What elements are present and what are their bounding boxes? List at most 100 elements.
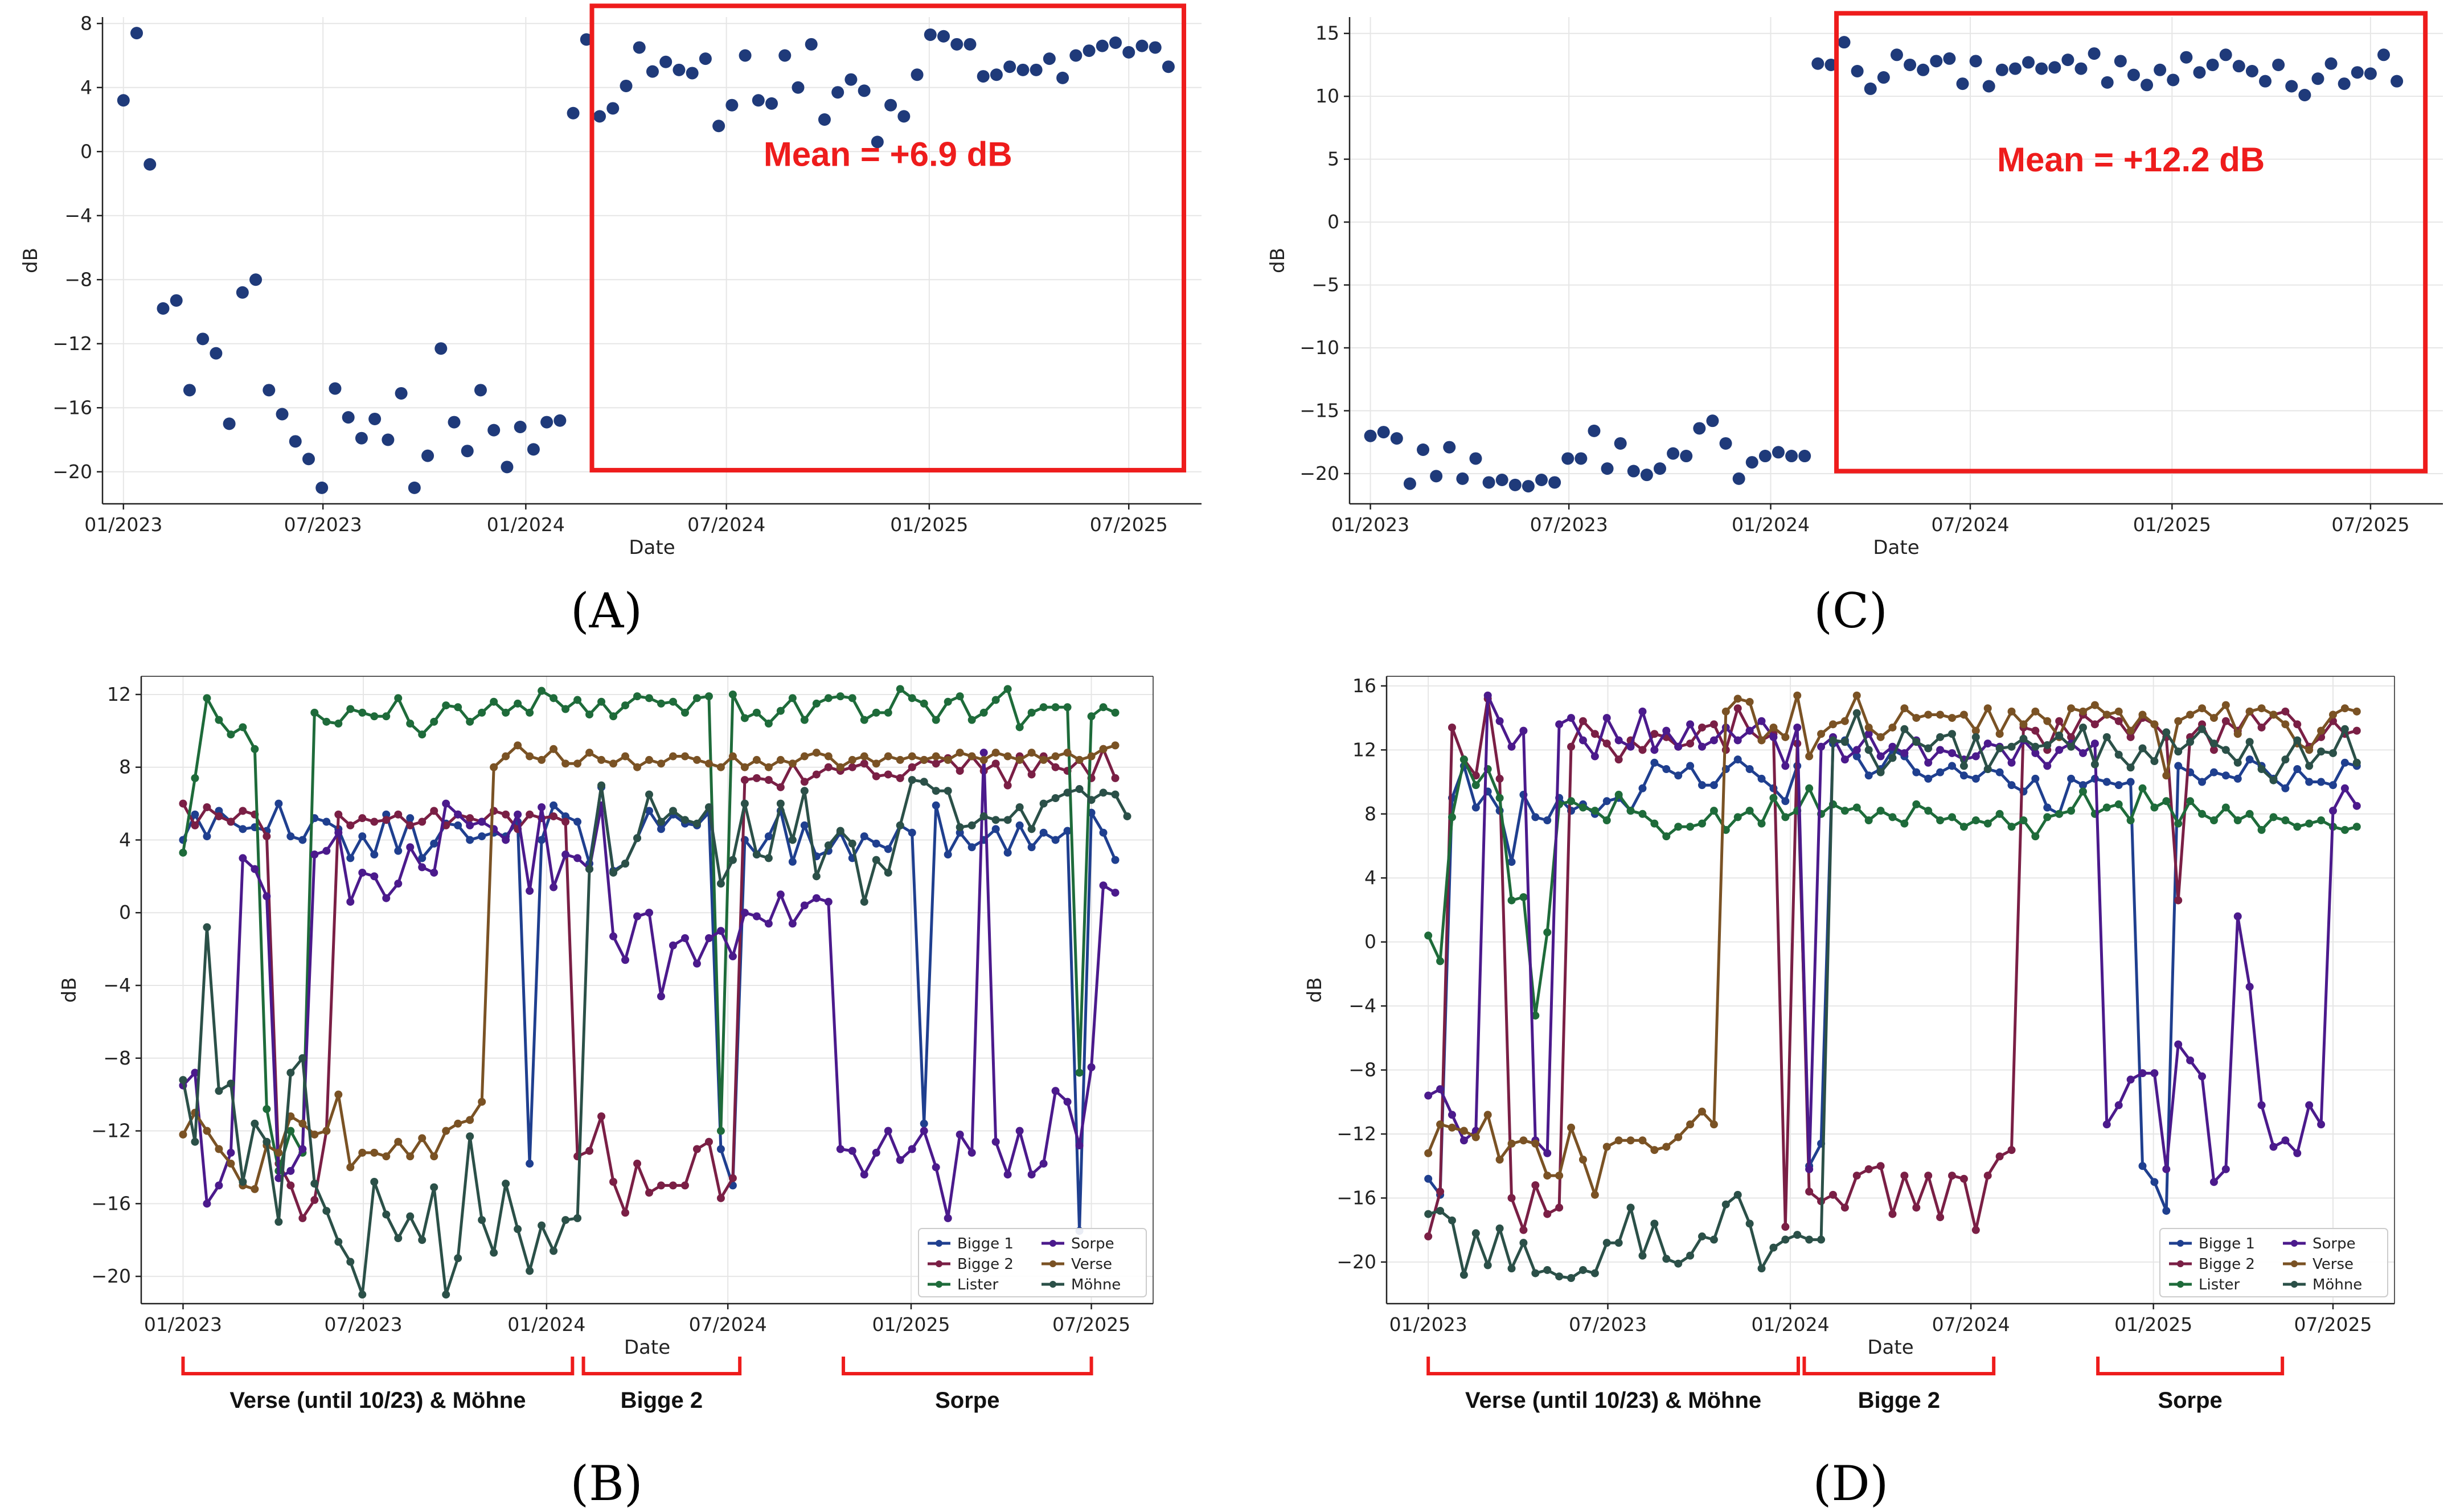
data-point — [728, 952, 737, 960]
legend-entry: Verse — [2313, 1256, 2354, 1273]
data-point — [276, 408, 289, 421]
data-point — [2043, 717, 2052, 725]
data-point — [716, 763, 725, 771]
data-point — [2293, 765, 2302, 774]
data-point — [466, 1132, 474, 1141]
data-point — [848, 1147, 856, 1155]
data-point — [215, 1087, 223, 1095]
bracket-line — [1802, 1357, 1996, 1375]
data-point — [478, 817, 486, 826]
data-point — [406, 720, 415, 728]
data-point — [2340, 758, 2349, 767]
data-point — [2055, 746, 2064, 754]
data-point — [526, 1267, 534, 1275]
data-point — [1015, 723, 1024, 732]
bracket-line — [842, 1357, 1093, 1375]
data-point — [2162, 1206, 2171, 1215]
data-point — [1745, 765, 1754, 774]
data-point — [680, 816, 689, 824]
data-point — [334, 720, 343, 728]
data-point — [227, 817, 235, 826]
data-point — [1483, 691, 1492, 700]
data-point — [1567, 797, 1576, 806]
data-point — [1027, 1170, 1036, 1179]
data-point — [1015, 821, 1024, 829]
data-point — [346, 705, 355, 713]
data-point — [692, 959, 701, 968]
gridlines — [102, 17, 1202, 504]
data-point — [418, 1236, 427, 1244]
data-point — [561, 705, 570, 713]
data-point — [1864, 730, 1873, 738]
data-point — [2074, 62, 2088, 75]
data-point — [191, 1137, 199, 1146]
data-point — [1469, 452, 1482, 465]
data-point — [1851, 65, 1864, 77]
data-point — [227, 1148, 235, 1157]
data-point — [1590, 807, 1599, 815]
bracket-line — [181, 1357, 575, 1375]
data-point — [203, 923, 211, 931]
data-point — [1995, 63, 2008, 76]
y-tick-label: −4 — [64, 204, 92, 227]
y-tick-label: −20 — [1336, 1251, 1376, 1273]
data-point — [1864, 816, 1873, 825]
data-point — [2078, 787, 2087, 796]
data-point — [2317, 747, 2326, 756]
data-point — [1959, 762, 1968, 770]
data-point — [370, 1148, 379, 1157]
data-point — [872, 759, 880, 768]
legend-entry: Bigge 2 — [2199, 1256, 2255, 1273]
data-point — [1003, 781, 1012, 790]
data-point — [1123, 812, 1131, 820]
data-point — [1507, 858, 1516, 866]
data-point — [2257, 704, 2266, 713]
x-tick-label: 07/2023 — [1530, 513, 1608, 536]
data-point — [1912, 738, 1921, 746]
period-bracket: Sorpe — [2096, 1357, 2285, 1413]
data-point — [334, 1238, 343, 1246]
data-point — [1602, 1143, 1611, 1151]
data-point — [2311, 72, 2324, 85]
data-point — [991, 816, 1000, 824]
data-point — [1686, 762, 1695, 770]
data-point — [1745, 697, 1754, 706]
data-point — [1864, 746, 1873, 754]
data-point — [1448, 723, 1456, 732]
data-point — [800, 787, 809, 795]
data-point — [2269, 813, 2278, 821]
data-point — [1495, 1155, 1504, 1164]
data-point — [1567, 714, 1576, 722]
data-point — [2022, 56, 2035, 69]
data-point — [223, 417, 236, 430]
data-point — [251, 1185, 259, 1193]
panel-label-b: (B) — [570, 1456, 642, 1511]
data-point — [776, 706, 785, 715]
data-point — [2351, 66, 2364, 79]
data-point — [1888, 813, 1897, 821]
data-point — [1459, 755, 1468, 764]
data-point — [418, 817, 427, 826]
data-point — [1602, 797, 1611, 806]
data-point — [1758, 450, 1772, 463]
data-point — [1448, 1123, 1456, 1132]
data-point — [2067, 742, 2076, 751]
data-point — [2281, 707, 2290, 716]
y-tick-label: −5 — [1311, 274, 1339, 296]
data-point — [274, 799, 283, 808]
x-tick-label: 01/2024 — [1751, 1313, 1829, 1336]
data-point — [1769, 733, 1778, 741]
data-point — [680, 752, 689, 761]
data-point — [490, 1248, 498, 1257]
data-point — [1971, 816, 1980, 825]
data-point — [130, 27, 143, 40]
data-point — [1051, 836, 1060, 844]
data-point — [884, 770, 892, 779]
data-point — [824, 694, 833, 702]
data-point — [2162, 771, 2171, 780]
series-verse — [179, 741, 1120, 1193]
data-point — [1971, 752, 1980, 761]
data-point — [394, 1234, 403, 1243]
data-point — [358, 1291, 367, 1299]
data-point — [1890, 48, 1903, 61]
